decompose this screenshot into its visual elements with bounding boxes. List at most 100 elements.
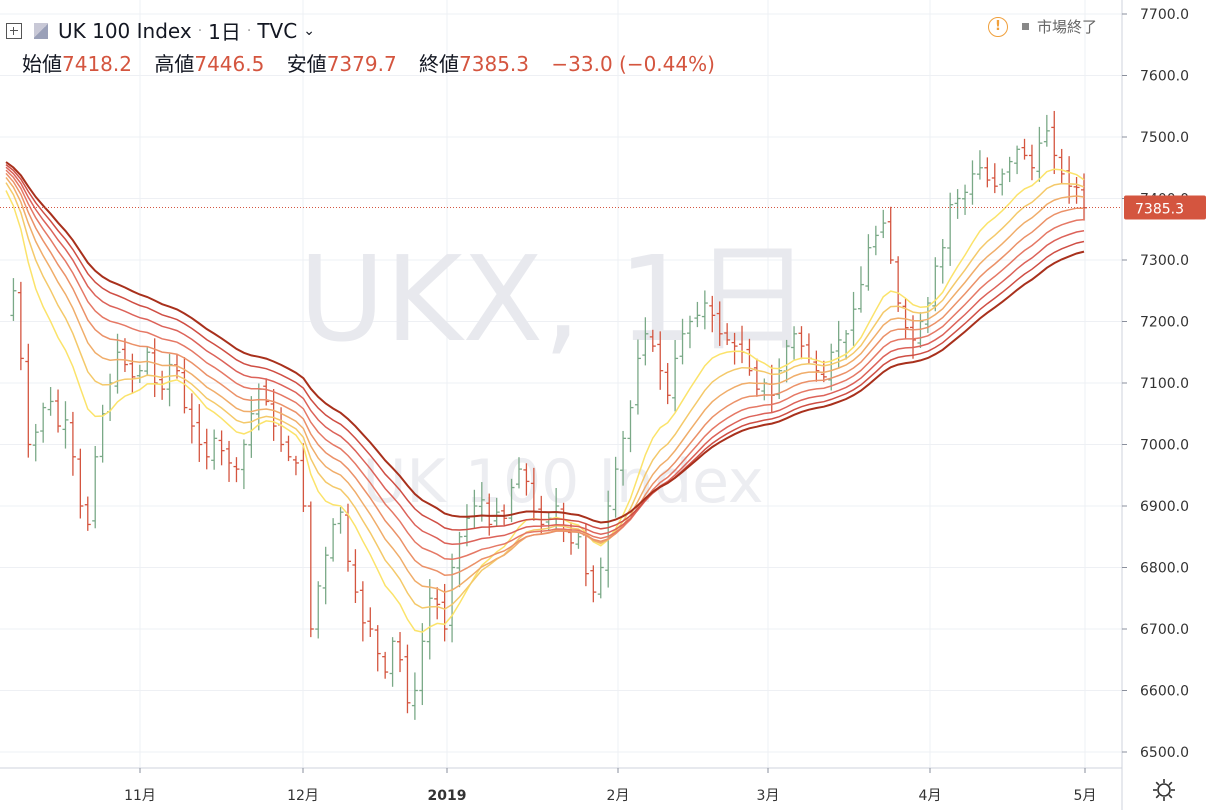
candle	[188, 393, 195, 444]
candle	[441, 583, 448, 642]
candle	[880, 209, 887, 239]
candle	[434, 587, 441, 620]
warning-icon[interactable]: !	[988, 16, 1008, 37]
candle	[999, 168, 1006, 196]
symbol-name[interactable]: UK 100 Index	[58, 18, 192, 43]
candle	[716, 301, 723, 346]
candle	[449, 553, 456, 643]
candle	[686, 315, 693, 349]
price-tick-label: 7500.0	[1140, 130, 1189, 146]
candle	[136, 364, 143, 383]
gear-icon[interactable]	[1152, 778, 1176, 802]
candle	[865, 234, 872, 291]
candle	[77, 448, 84, 519]
candle	[910, 315, 917, 359]
candle	[731, 332, 738, 365]
price-tick-label: 7600.0	[1140, 69, 1189, 85]
candle	[121, 338, 128, 373]
candle	[181, 357, 188, 414]
candle	[196, 404, 203, 462]
time-tick-label: 3月	[757, 788, 780, 804]
candle	[984, 157, 991, 188]
candle	[211, 429, 218, 470]
candle	[55, 389, 62, 433]
candle	[292, 455, 299, 476]
interval[interactable]: 1日	[208, 20, 241, 44]
grid	[0, 0, 1122, 768]
candle	[962, 184, 969, 215]
candle	[233, 457, 240, 483]
candle	[828, 343, 835, 391]
price-tick-label: 7200.0	[1140, 315, 1189, 331]
candle	[486, 493, 493, 536]
low-value: 7379.7	[326, 52, 397, 76]
candle	[330, 518, 337, 562]
candle	[248, 396, 255, 458]
candle	[515, 457, 522, 489]
price-tick-label: 6500.0	[1140, 745, 1189, 761]
ema-line-27	[5, 172, 1084, 576]
open-label: 始値	[22, 52, 62, 76]
market-status-text: 市場終了	[1037, 18, 1098, 36]
change-value: −33.0 (−0.44%)	[551, 52, 715, 76]
chart-header: UK 100 Index · 1日 · TVC ⌄	[6, 16, 315, 45]
candle	[1021, 138, 1028, 160]
candle	[315, 581, 322, 639]
ema-line-37	[5, 166, 1085, 546]
candle	[62, 401, 69, 449]
candle	[226, 440, 233, 482]
candle	[493, 497, 500, 527]
close-value: 7385.3	[459, 52, 530, 76]
market-status: ! 市場終了	[988, 16, 1097, 37]
candle	[107, 373, 114, 422]
candle	[32, 423, 39, 462]
time-tick-label: 2019	[428, 788, 467, 804]
candle	[218, 430, 225, 466]
price-axis: 7700.07600.07500.07400.07300.07200.07100…	[1122, 7, 1189, 761]
plus-icon[interactable]	[6, 22, 22, 39]
chevron-down-icon[interactable]: ⌄	[303, 22, 315, 39]
watermark-main: UKX, 1日	[299, 230, 812, 368]
low-label: 安値	[286, 52, 327, 76]
symbol-logo-icon	[34, 22, 48, 39]
price-tick-label: 7100.0	[1140, 376, 1189, 392]
candle	[709, 295, 716, 333]
candle	[322, 546, 329, 605]
ema-line-47	[5, 161, 1085, 524]
candle	[649, 329, 656, 352]
candle	[389, 637, 396, 687]
candle	[813, 350, 820, 382]
candle	[114, 333, 121, 394]
time-tick-label: 12月	[287, 788, 319, 804]
candle	[404, 644, 411, 714]
candle	[672, 339, 679, 412]
candle	[679, 318, 686, 365]
square-icon	[1022, 23, 1029, 30]
candle	[285, 435, 292, 462]
candle	[947, 192, 954, 266]
candle	[240, 439, 247, 490]
candle	[99, 404, 106, 463]
price-tick-label: 6600.0	[1140, 684, 1189, 700]
candle	[411, 672, 418, 720]
candle	[820, 360, 827, 383]
last-price-label: 7385.3	[1135, 202, 1184, 218]
time-tick-label: 4月	[919, 788, 942, 804]
source[interactable]: TVC	[257, 18, 298, 43]
candle	[620, 430, 627, 486]
candle	[463, 504, 470, 547]
candle	[850, 291, 857, 346]
candle	[753, 358, 760, 397]
candle	[1028, 144, 1035, 181]
time-tick-label: 2月	[607, 788, 630, 804]
candle	[932, 257, 939, 312]
separator-dot: ·	[246, 22, 252, 39]
ema-line-17	[5, 182, 1085, 610]
candle	[300, 443, 307, 513]
time-tick-label: 11月	[124, 788, 156, 804]
candle	[337, 507, 344, 534]
candle	[17, 281, 24, 371]
candle	[857, 266, 864, 313]
